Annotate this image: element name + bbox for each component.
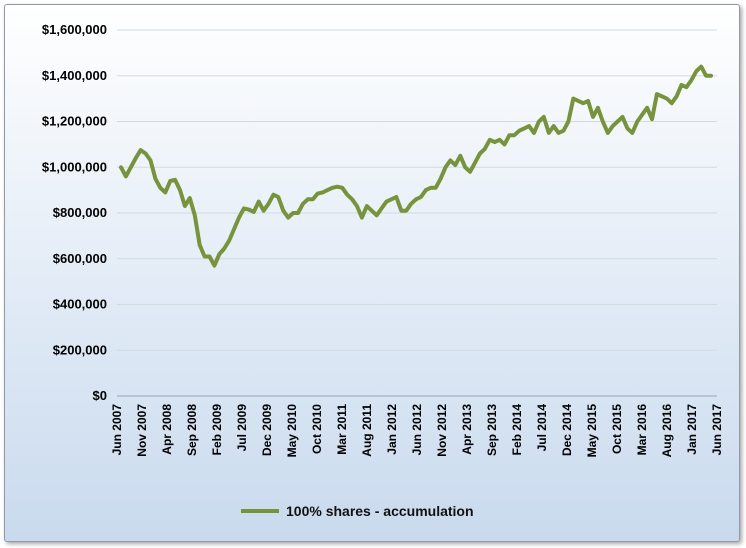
x-tick-label: Apr 2008	[160, 404, 174, 455]
chart-frame: $0 $200,000 $400,000 $600,000 $800,000 $1,000…	[4, 4, 740, 542]
y-tick-label: $800,000	[53, 205, 107, 220]
x-tick-label: Feb 2014	[510, 404, 524, 456]
x-tick-label: Jun 2017	[710, 404, 724, 456]
y-tick-label: $1,400,000	[42, 68, 107, 83]
x-tick-label: Jun 2012	[410, 404, 424, 456]
y-tick-label: $1,600,000	[42, 22, 107, 37]
x-tick-label: Jan 2012	[385, 404, 399, 455]
y-tick-label: $600,000	[53, 251, 107, 266]
x-tick-label: Feb 2009	[210, 404, 224, 456]
y-tick-label: $1,200,000	[42, 114, 107, 129]
x-tick-label: Oct 2015	[610, 404, 624, 454]
x-tick-label: Mar 2011	[335, 404, 349, 455]
x-tick-label: Nov 2012	[435, 404, 449, 457]
x-tick-label: Jan 2017	[685, 404, 699, 455]
x-tick-label: Apr 2013	[460, 404, 474, 455]
y-tick-label: $400,000	[53, 297, 107, 312]
y-tick-label: $200,000	[53, 342, 107, 357]
line-chart: $0 $200,000 $400,000 $600,000 $800,000 $1,000…	[42, 22, 724, 519]
legend-label: 100% shares - accumulation	[286, 503, 474, 519]
legend: 100% shares - accumulation	[241, 503, 474, 519]
x-tick-label: Aug 2016	[660, 404, 674, 458]
x-tick-label: May 2010	[285, 404, 299, 458]
x-tick-label: Jul 2014	[535, 404, 549, 452]
x-tick-label: Dec 2014	[560, 404, 574, 456]
x-tick-label: Nov 2007	[135, 404, 149, 457]
x-tick-label: Aug 2011	[360, 404, 374, 457]
y-axis-tick-labels: $0 $200,000 $400,000 $600,000 $800,000 $1,000…	[42, 22, 107, 403]
y-tick-label: $0	[93, 388, 107, 403]
y-tick-label: $1,000,000	[42, 159, 107, 174]
x-tick-label: Mar 2016	[635, 404, 649, 456]
x-tick-label: Sep 2013	[485, 404, 499, 456]
x-tick-label: Jun 2007	[110, 404, 124, 456]
gridlines	[117, 29, 717, 351]
x-tick-label: Jul 2009	[235, 404, 249, 452]
x-tick-label: Oct 2010	[310, 404, 324, 454]
series-line-100-shares	[119, 64, 713, 268]
x-tick-label: May 2015	[585, 404, 599, 458]
x-tick-label: Sep 2008	[185, 404, 199, 456]
x-axis-tick-labels: Jun 2007 Nov 2007 Apr 2008 Sep 2008 Feb 2009…	[110, 404, 724, 458]
x-tick-label: Dec 2009	[260, 404, 274, 456]
